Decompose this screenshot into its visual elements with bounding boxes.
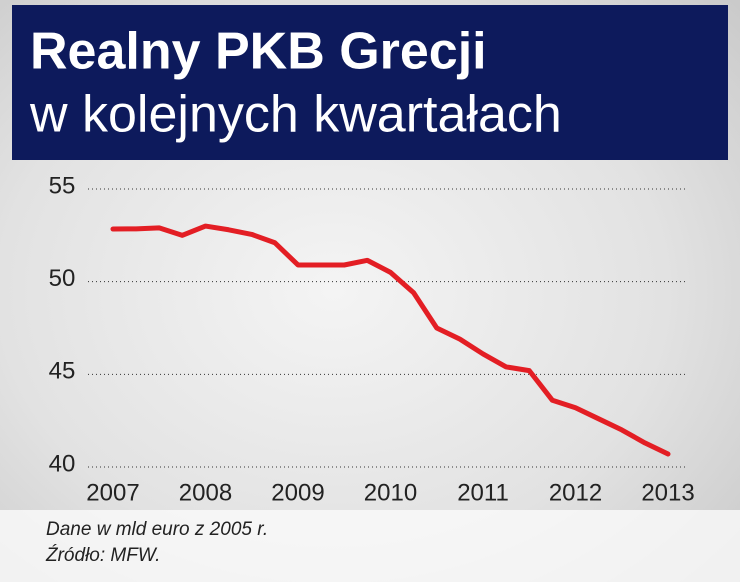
chart-title: w kolejnych kwartałach [29, 86, 562, 144]
x-tick-label: 2011 [457, 479, 509, 506]
x-tick-label: 2013 [641, 479, 694, 506]
chart-title: Realny PKB Grecji [30, 23, 487, 81]
x-tick-label: 2009 [271, 479, 324, 506]
source: Źródło: MFW. [45, 545, 160, 566]
y-tick-label: 50 [49, 265, 76, 292]
y-tick-label: 40 [49, 450, 76, 477]
x-tick-label: 2007 [86, 479, 139, 506]
x-tick-label: 2012 [549, 479, 602, 506]
x-tick-label: 2008 [179, 479, 232, 506]
y-tick-label: 55 [49, 172, 76, 199]
line [110, 223, 671, 457]
note: Dane w mld euro z 2005 r. [46, 519, 268, 540]
footer-background [0, 510, 740, 582]
x-tick-label: 2010 [364, 479, 417, 506]
y-tick-label: 45 [49, 358, 76, 385]
title-box [12, 5, 728, 160]
